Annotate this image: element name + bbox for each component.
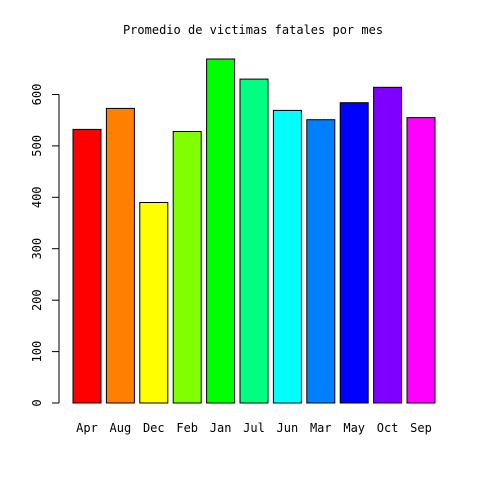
bar-jan (206, 58, 236, 404)
bar-jul (239, 78, 269, 404)
y-axis: 0 100 200 300 400 500 600 (30, 84, 60, 407)
x-tick-label: Jul (243, 421, 265, 435)
bar-oct (373, 86, 403, 404)
x-tick-label: Feb (176, 421, 198, 435)
y-tick-label: 500 (30, 135, 44, 157)
bar-may (339, 102, 369, 404)
y-tick-label: 400 (30, 186, 44, 208)
x-tick-label: Mar (310, 421, 332, 435)
bar-apr (72, 128, 102, 404)
x-tick-label: May (343, 421, 365, 435)
y-tick-label: 200 (30, 289, 44, 311)
x-tick-label: Oct (377, 421, 399, 435)
chart-title: Promedio de victimas fatales por mes (123, 23, 383, 37)
x-tick-label: Jan (210, 421, 232, 435)
bar-sep (406, 117, 436, 404)
x-tick-label: Dec (143, 421, 165, 435)
bar-mar (306, 119, 336, 404)
y-tick-label: 100 (30, 341, 44, 363)
x-tick-label: Apr (76, 421, 98, 435)
bars-group (72, 58, 436, 404)
x-tick-label: Aug (110, 421, 132, 435)
y-tick-label: 0 (30, 399, 44, 406)
bar-jun (272, 109, 302, 404)
x-tick-label: Jun (277, 421, 299, 435)
x-tick-label: Sep (410, 421, 432, 435)
x-axis-labels: Apr Aug Dec Feb Jan Jul Jun Mar May Oct Sep (76, 421, 432, 435)
y-tick-label: 600 (30, 84, 44, 106)
bar-dec (139, 202, 169, 404)
bar-aug (105, 107, 135, 404)
bar-feb (172, 131, 202, 404)
y-tick-label: 300 (30, 238, 44, 260)
